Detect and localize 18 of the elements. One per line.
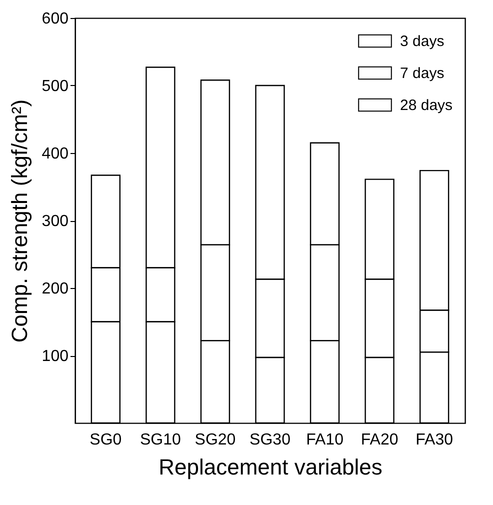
- y-axis-title: Comp. strength (kgf/cm²): [6, 99, 32, 343]
- x-tick-label: SG30: [250, 432, 291, 448]
- y-tick-label: 600: [42, 10, 69, 28]
- x-tick-label: SG0: [90, 432, 122, 448]
- legend-label: 7 days: [400, 65, 444, 82]
- y-tick-label: 300: [42, 213, 69, 230]
- legend-label: 3 days: [400, 33, 444, 50]
- x-tick-label: FA30: [416, 432, 454, 448]
- x-axis-title: Replacement variables: [158, 454, 382, 480]
- y-tick-label: 400: [42, 146, 69, 162]
- legend-label: 28 days: [400, 97, 453, 114]
- x-tick-label: SG10: [140, 432, 182, 448]
- y-tick-label: 200: [42, 280, 69, 298]
- x-tick-label: FA20: [360, 432, 398, 448]
- x-tick-label: SG20: [194, 432, 236, 448]
- x-tick-label: FA10: [306, 432, 344, 448]
- y-tick-label: 500: [42, 78, 69, 95]
- y-tick-label: 100: [42, 348, 69, 365]
